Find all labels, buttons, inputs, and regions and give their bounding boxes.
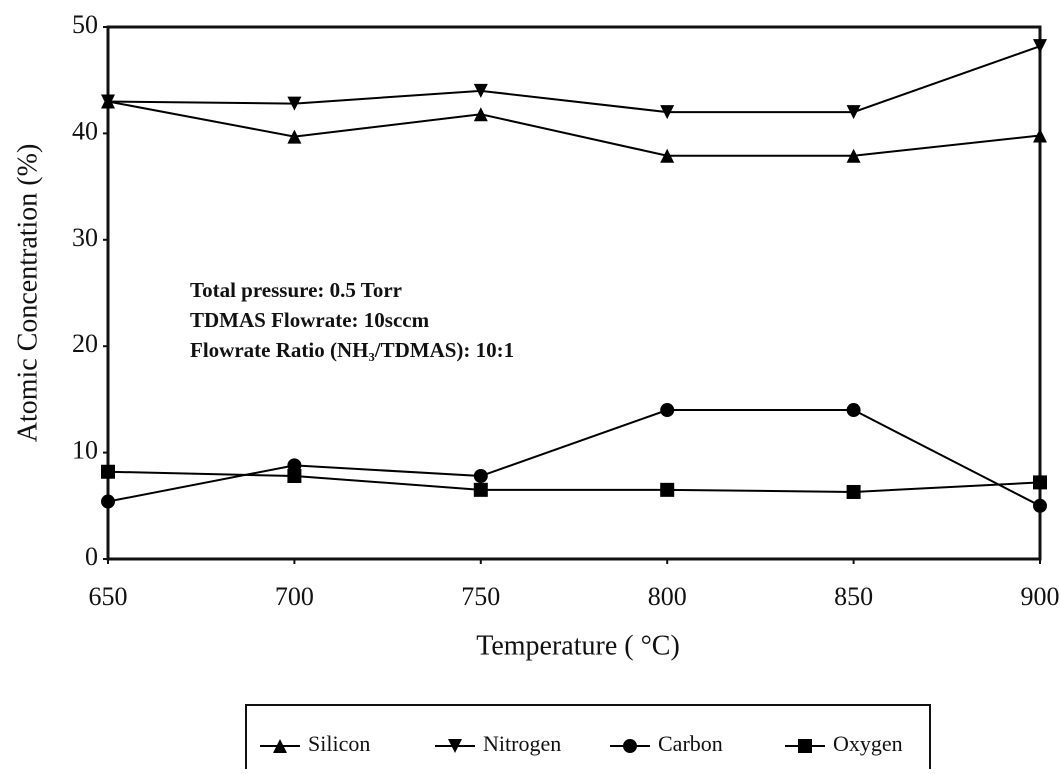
marker: [1033, 475, 1047, 490]
marker: [287, 129, 302, 144]
plot-frame: [106, 25, 1042, 561]
marker: [846, 105, 861, 120]
marker: [287, 469, 302, 484]
marker: [101, 494, 115, 509]
series-line: [107, 100, 1041, 157]
x-tick-label: 800: [648, 582, 687, 611]
marker: [660, 403, 675, 418]
legend-marker: [623, 739, 637, 753]
marker: [660, 148, 675, 163]
annotation: Total pressure: 0.5 Torr: [190, 278, 402, 302]
legend-label: Silicon: [308, 731, 370, 756]
marker: [287, 96, 302, 111]
series-line: [107, 470, 1041, 493]
marker: [473, 107, 488, 122]
x-tick-label: 700: [275, 582, 314, 611]
y-tick-label: 50: [72, 10, 98, 39]
marker: [1033, 128, 1047, 143]
y-tick-label: 40: [72, 116, 98, 145]
legend-marker: [448, 739, 462, 753]
series-line: [107, 45, 1041, 114]
marker: [473, 482, 488, 497]
x-tick-label: 650: [89, 582, 128, 611]
y-axis-label: Atomic Concentration (%): [12, 144, 43, 443]
y-tick-label: 0: [85, 542, 98, 571]
annotation: Flowrate Ratio (NH₃/TDMAS): 10:1: [190, 338, 514, 362]
y-tick-label: 10: [72, 436, 98, 465]
annotation: TDMAS Flowrate: 10sccm: [190, 308, 430, 332]
legend-marker: [273, 739, 287, 753]
marker: [846, 148, 861, 163]
marker: [846, 403, 861, 418]
x-tick-label: 900: [1021, 582, 1060, 611]
marker: [660, 105, 675, 120]
marker: [101, 94, 115, 109]
y-tick-label: 30: [72, 223, 98, 252]
marker: [846, 484, 861, 499]
x-axis-label: Temperature ( °C): [476, 630, 680, 661]
marker: [1033, 39, 1047, 54]
marker: [101, 464, 115, 479]
marker: [287, 458, 302, 473]
x-tick-label: 750: [461, 582, 500, 611]
marker: [1033, 498, 1047, 513]
y-tick-label: 20: [72, 329, 98, 358]
series-line: [107, 409, 1041, 507]
legend-label: Carbon: [658, 731, 723, 756]
marker: [473, 83, 488, 98]
legend-label: Nitrogen: [483, 731, 561, 756]
marker: [660, 482, 675, 497]
legend-box: [245, 704, 931, 774]
legend-marker: [798, 739, 812, 753]
marker: [473, 469, 488, 484]
legend-label: Oxygen: [833, 731, 903, 756]
x-tick-label: 850: [834, 582, 873, 611]
